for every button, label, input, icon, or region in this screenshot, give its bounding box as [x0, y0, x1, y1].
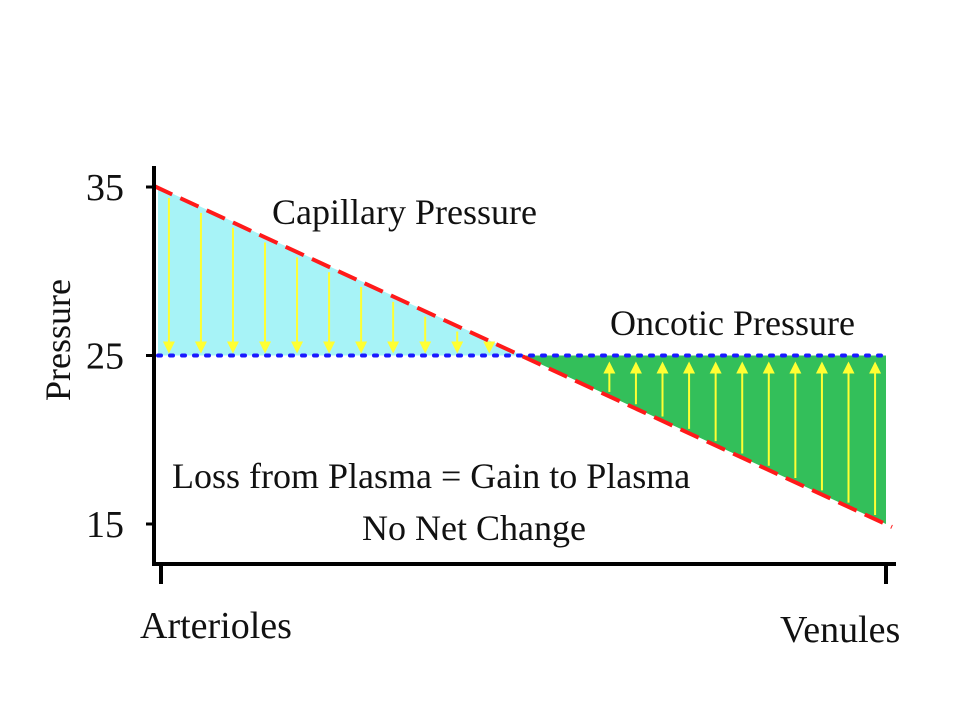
downward-arrow — [226, 227, 239, 354]
arrow-head — [387, 341, 400, 354]
chart-ticks: 35 25 15 Arterioles Venules — [86, 167, 900, 651]
pressure-lines — [153, 184, 893, 529]
capillary-pressure-line — [153, 184, 893, 529]
arrow-head — [815, 361, 828, 374]
arrow-head — [709, 361, 722, 374]
y-tick-label: 15 — [86, 504, 124, 546]
arrow-head — [683, 361, 696, 374]
arrow-head — [194, 341, 207, 354]
downward-arrow — [451, 331, 464, 354]
y-tick-label: 35 — [86, 167, 124, 209]
arrow-head — [736, 361, 749, 374]
arrow-head — [451, 341, 464, 354]
upward-arrow — [869, 361, 882, 515]
arrow-head — [842, 361, 855, 374]
annotation-loss-gain: Loss from Plasma = Gain to Plasma — [172, 456, 690, 496]
x-tick-label: Arterioles — [140, 605, 292, 647]
arrow-head — [656, 361, 669, 374]
downward-arrow — [291, 257, 304, 354]
downward-arrow — [194, 212, 207, 354]
arrow-head — [629, 361, 642, 374]
arrow-head — [419, 341, 432, 354]
downward-arrow — [483, 341, 496, 354]
arrow-head — [291, 341, 304, 354]
arrow-head — [355, 341, 368, 354]
upward-arrow — [709, 361, 722, 442]
x-tick-label: Venules — [780, 609, 900, 651]
chart-axes — [152, 166, 896, 566]
downward-arrow — [355, 287, 368, 354]
arrow-head — [323, 341, 336, 354]
arrow-head — [603, 361, 616, 374]
upward-arrow — [683, 361, 696, 429]
y-axis-label: Pressure — [38, 279, 78, 401]
upward-arrow — [789, 361, 802, 479]
upward-arrow — [603, 361, 616, 392]
arrow-head — [226, 341, 239, 354]
upward-arrow — [736, 361, 749, 454]
downward-arrow — [323, 272, 336, 354]
upward-arrow — [629, 361, 642, 405]
arrow-head — [483, 341, 496, 354]
upward-arrow — [842, 361, 855, 503]
arrow-head — [762, 361, 775, 374]
downward-arrow — [419, 316, 432, 354]
downward-arrow — [259, 242, 272, 354]
pressure-arrows — [162, 198, 882, 515]
upward-arrow — [656, 361, 669, 417]
series-label-capillary-pressure: Capillary Pressure — [272, 192, 537, 232]
upward-arrow — [815, 361, 828, 491]
y-tick-label: 25 — [86, 336, 124, 378]
arrow-head — [789, 361, 802, 374]
arrow-head — [869, 361, 882, 374]
annotation-no-net-change: No Net Change — [362, 508, 586, 548]
arrow-head — [162, 341, 175, 354]
arrow-head — [259, 341, 272, 354]
downward-arrow — [387, 301, 400, 354]
series-label-oncotic-pressure: Oncotic Pressure — [610, 303, 855, 343]
upward-arrow — [762, 361, 775, 466]
downward-arrow — [162, 198, 175, 354]
